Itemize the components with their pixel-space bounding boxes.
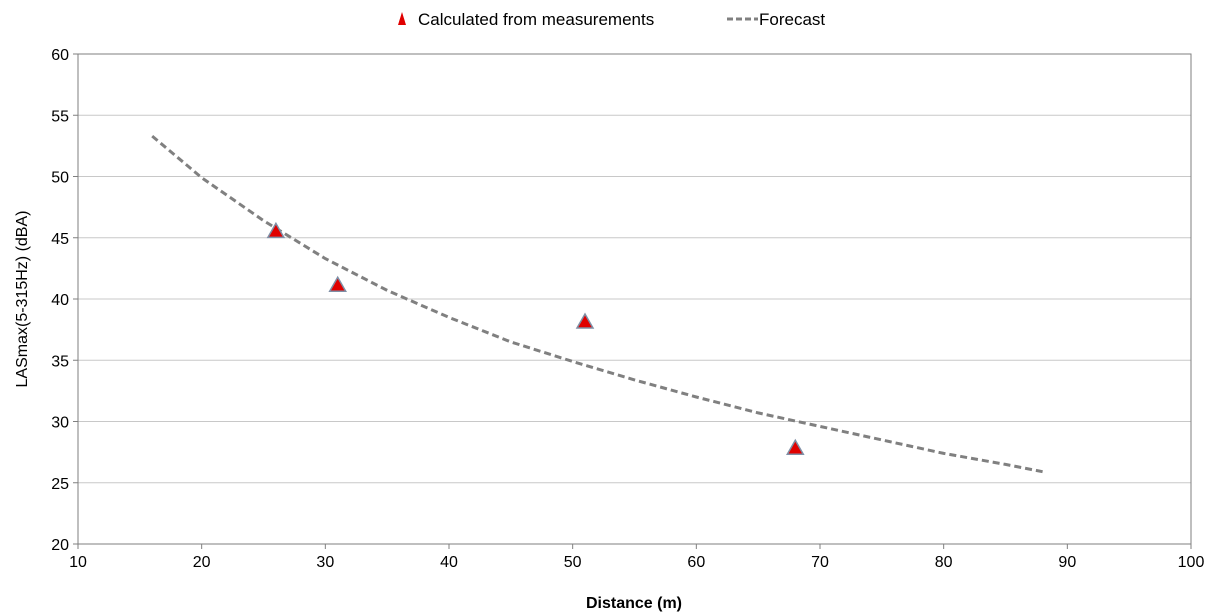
y-tick-label: 20	[51, 537, 69, 554]
x-tick-label: 50	[564, 554, 582, 571]
y-tick-label: 50	[51, 170, 69, 187]
y-tick-label: 35	[51, 353, 69, 370]
x-tick-label: 10	[69, 554, 87, 571]
x-tick-label: 40	[440, 554, 458, 571]
x-tick-label: 60	[687, 554, 705, 571]
measurement-point	[266, 221, 286, 239]
measurement-point	[328, 275, 347, 293]
x-tick-label: 30	[316, 554, 334, 571]
x-tick-label: 20	[193, 554, 211, 571]
x-tick-label: 90	[1058, 554, 1076, 571]
legend-label-measurements: Calculated from measurements	[418, 10, 654, 29]
x-axis-title: Distance (m)	[586, 595, 682, 612]
measurement-point	[575, 312, 595, 329]
y-axis-ticks: 20 25 30 35 40 45 50 55 60	[51, 47, 78, 554]
x-tick-label: 80	[935, 554, 953, 571]
series-layer	[151, 134, 1043, 474]
forecast-line	[151, 134, 1043, 474]
y-tick-label: 25	[51, 476, 69, 493]
y-axis-title: LASmax(5-315Hz) (dBA)	[14, 211, 31, 388]
y-tick-label: 40	[51, 292, 69, 309]
x-tick-label: 70	[811, 554, 829, 571]
x-axis-ticks: 10 20 30 40 50 60 70 80 90 100	[69, 544, 1204, 571]
legend-marker-triangle	[398, 12, 406, 25]
y-tick-label: 45	[51, 231, 69, 248]
y-tick-label: 55	[51, 108, 69, 125]
legend-label-forecast: Forecast	[759, 10, 825, 29]
y-tick-label: 30	[51, 415, 69, 432]
x-tick-label: 100	[1178, 554, 1205, 571]
legend: Calculated from measurements Forecast	[398, 10, 825, 29]
gridlines	[78, 114, 1191, 484]
measurement-point	[786, 438, 805, 455]
y-tick-label: 60	[51, 47, 69, 64]
